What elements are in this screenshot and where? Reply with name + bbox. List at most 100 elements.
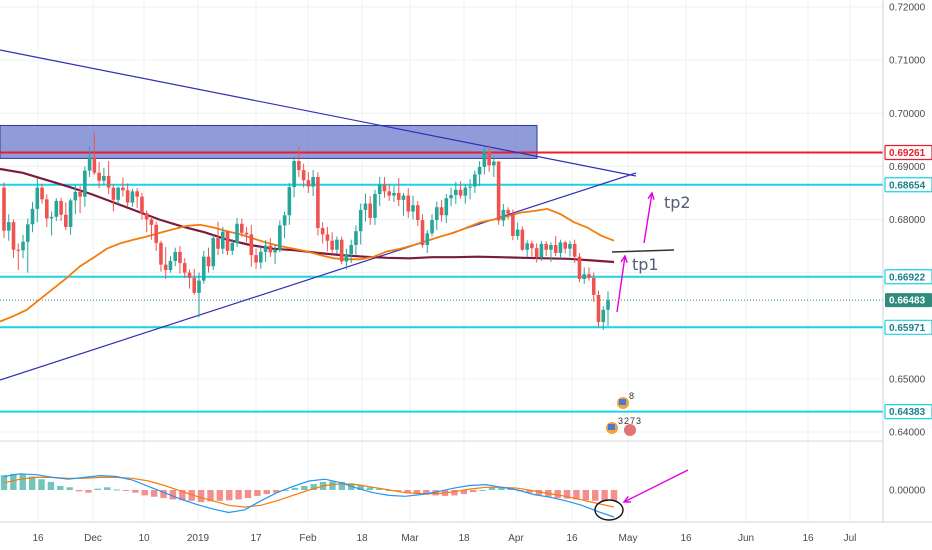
candle bbox=[49, 211, 54, 236]
candle bbox=[520, 226, 525, 251]
date-tick-label: Jul bbox=[844, 533, 857, 544]
candle-body bbox=[49, 216, 54, 219]
candle-body bbox=[192, 277, 197, 293]
candle-body bbox=[282, 215, 287, 226]
candle bbox=[506, 207, 510, 220]
candle bbox=[116, 186, 120, 205]
candle bbox=[30, 201, 35, 233]
candle bbox=[149, 216, 154, 240]
date-tick-label: May bbox=[619, 533, 638, 544]
macd-histogram-bar bbox=[460, 490, 468, 495]
candle-body bbox=[159, 242, 163, 265]
candle bbox=[297, 147, 301, 177]
candle-body bbox=[83, 170, 87, 197]
candle bbox=[325, 226, 330, 252]
candle-body bbox=[572, 243, 577, 257]
candle-body bbox=[206, 256, 211, 267]
macd-histogram-bar bbox=[451, 490, 458, 496]
level-price-tag[interactable]: 0.66922 bbox=[884, 269, 932, 285]
candle-body bbox=[358, 209, 363, 232]
candle-body bbox=[273, 249, 277, 253]
macd-tick-label: 0.00000 bbox=[889, 486, 926, 497]
candle bbox=[135, 188, 139, 208]
level-price-tag[interactable]: 0.68654 bbox=[884, 177, 932, 193]
macd-histogram-bar bbox=[413, 490, 421, 495]
tp1-target-line[interactable] bbox=[611, 249, 675, 253]
arrow-to-tp1[interactable] bbox=[616, 255, 626, 313]
candle bbox=[406, 188, 411, 218]
candle-body bbox=[216, 238, 220, 249]
candle bbox=[220, 226, 225, 255]
price-tag-box bbox=[884, 269, 932, 285]
candle-body bbox=[392, 192, 396, 196]
macd-histogram-bar bbox=[301, 485, 308, 490]
horizontal-levels[interactable] bbox=[0, 151, 883, 413]
date-tick-label: Feb bbox=[299, 533, 317, 544]
candle bbox=[68, 198, 73, 235]
candle bbox=[64, 202, 68, 231]
candle bbox=[206, 247, 211, 273]
candle-body bbox=[140, 196, 144, 214]
candle bbox=[121, 177, 125, 197]
descending-trendline[interactable] bbox=[0, 49, 637, 177]
candle-body bbox=[2, 187, 6, 231]
event-badge-group-top[interactable]: 8 bbox=[617, 391, 634, 409]
price-tag-label: 0.66483 bbox=[889, 296, 926, 307]
arrow-to-macd[interactable] bbox=[623, 469, 689, 503]
candle bbox=[392, 186, 396, 202]
date-axis[interactable]: 16 Dec 10 2019 17 Feb 18 Mar 18 Apr 16 May 16 Jun 16 Ju… bbox=[32, 533, 856, 544]
candle bbox=[235, 217, 239, 248]
current-price-tag[interactable]: 0.66483 bbox=[885, 293, 932, 308]
macd-histogram-bar bbox=[254, 490, 261, 496]
candle bbox=[263, 240, 268, 262]
candle-body bbox=[563, 242, 567, 249]
price-tick-label: 0.71000 bbox=[889, 56, 926, 67]
candle-body bbox=[587, 274, 591, 278]
macd-histogram-bar bbox=[263, 490, 270, 495]
candle bbox=[477, 161, 482, 187]
level-price-tag[interactable]: 0.65971 bbox=[884, 319, 932, 335]
candle bbox=[282, 211, 287, 239]
candle-body bbox=[420, 220, 425, 245]
candle-body bbox=[601, 309, 606, 323]
price-axis[interactable]: 0.720000.710000.700000.690000.680000.670… bbox=[0, 0, 932, 523]
macd-histogram-bar bbox=[122, 490, 130, 491]
candle bbox=[577, 252, 582, 283]
date-tick-label: Mar bbox=[401, 533, 419, 544]
ascending-trendline[interactable] bbox=[0, 172, 637, 381]
candle bbox=[306, 172, 311, 193]
candle-body bbox=[125, 190, 130, 203]
candle-body bbox=[434, 207, 439, 221]
candle-body bbox=[135, 191, 139, 197]
level-price-tag[interactable]: 0.69261 bbox=[884, 144, 932, 161]
date-tick-label: 16 bbox=[32, 533, 44, 544]
price-tag-box bbox=[885, 293, 932, 308]
macd-histogram-bar bbox=[423, 490, 430, 495]
candle-body bbox=[582, 274, 587, 279]
candle bbox=[349, 239, 353, 264]
candle-body bbox=[411, 205, 415, 212]
annotation-drawings[interactable]: tp1 tp2 8 3 2 7 3 bbox=[606, 191, 691, 503]
label-tp1: tp1 bbox=[632, 255, 659, 274]
candle bbox=[539, 240, 544, 261]
candle-body bbox=[40, 187, 44, 200]
level-price-tag[interactable]: 0.64383 bbox=[884, 404, 932, 420]
candle-body bbox=[468, 186, 472, 188]
candle-body bbox=[349, 245, 353, 255]
candle-body bbox=[339, 239, 344, 262]
macd-histogram-bar bbox=[563, 490, 571, 499]
arrow-to-tp2[interactable] bbox=[643, 192, 653, 244]
candle-body bbox=[444, 198, 449, 216]
macd-histogram-bar bbox=[376, 488, 383, 490]
candle bbox=[558, 239, 563, 259]
candle bbox=[439, 199, 444, 222]
macd-histogram-bar bbox=[85, 490, 92, 493]
macd-histogram-bar bbox=[75, 490, 83, 492]
candle-body bbox=[482, 151, 487, 167]
trendlines[interactable] bbox=[0, 49, 637, 381]
candle bbox=[173, 247, 178, 267]
candle bbox=[368, 196, 373, 225]
price-tick-label: 0.68000 bbox=[889, 215, 926, 226]
